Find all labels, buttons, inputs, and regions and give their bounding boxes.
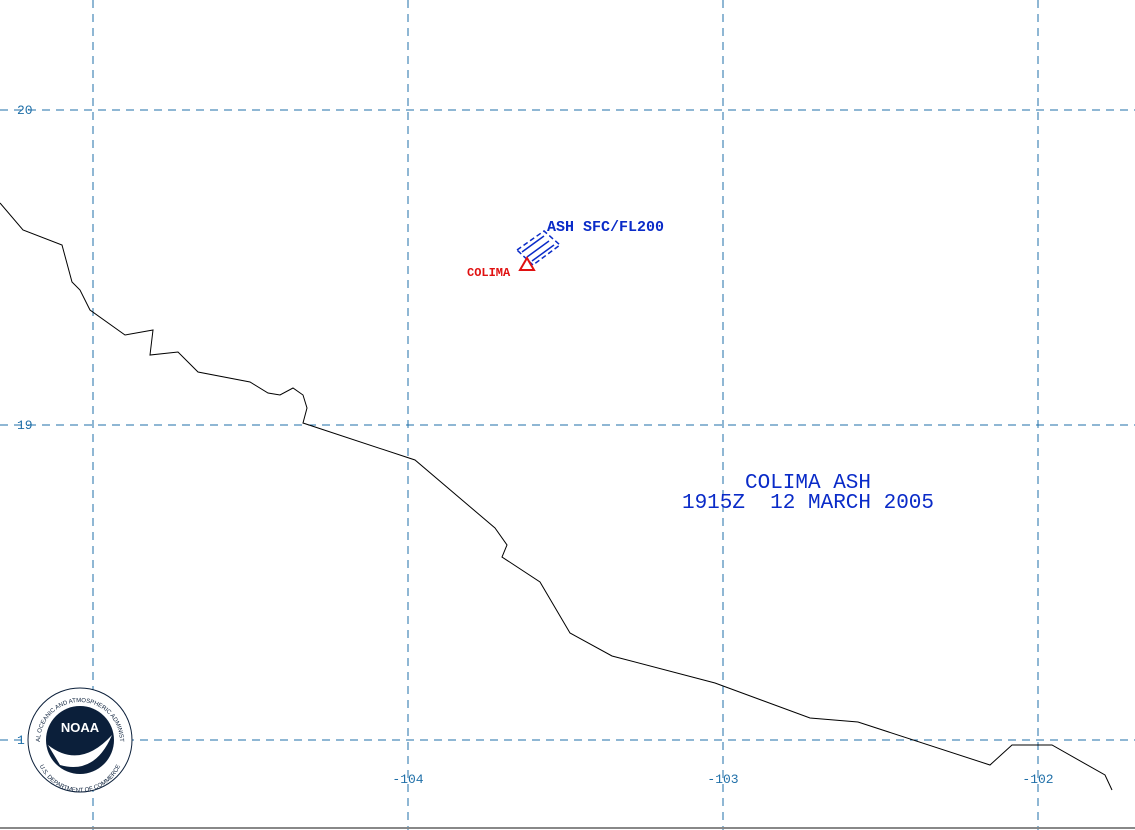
map-title: COLIMA ASH	[745, 472, 871, 495]
lon-tick-label: -103	[707, 772, 738, 787]
timestamp: 1915Z 12 MARCH 2005	[682, 492, 934, 515]
lat-tick-label: 1	[17, 733, 25, 748]
lat-tick-label: 20	[17, 103, 33, 118]
volcano-marker	[518, 256, 536, 271]
ash-area	[515, 230, 562, 266]
coastline	[0, 202, 1113, 791]
lon-tick-label: -104	[392, 772, 423, 787]
ash-label: ASH SFC/FL200	[547, 219, 664, 236]
volcano-label: COLIMA	[467, 266, 511, 280]
logo-name: NOAA	[61, 720, 100, 735]
lon-tick-label: -102	[1022, 772, 1053, 787]
lat-tick-label: 19	[17, 418, 33, 433]
